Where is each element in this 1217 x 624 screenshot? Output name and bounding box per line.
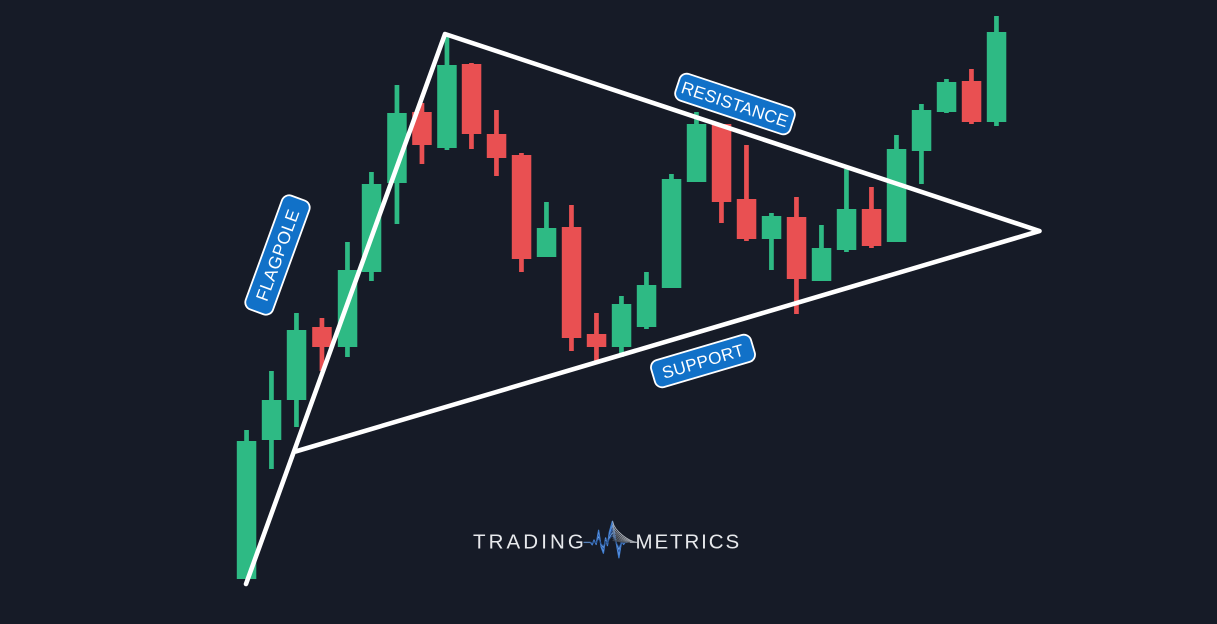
svg-text:TRADING: TRADING xyxy=(473,531,587,554)
svg-text:METRICS: METRICS xyxy=(636,531,742,554)
